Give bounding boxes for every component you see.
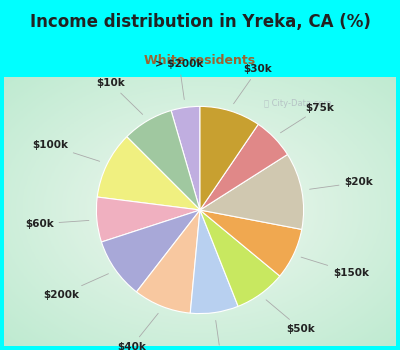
Text: $30k: $30k (234, 64, 272, 104)
Text: $10k: $10k (96, 78, 143, 114)
Wedge shape (190, 210, 238, 314)
Wedge shape (102, 210, 200, 292)
Text: > $200k: > $200k (155, 60, 204, 99)
Wedge shape (200, 124, 288, 210)
Wedge shape (136, 210, 200, 313)
Text: $125k: $125k (203, 321, 239, 350)
Text: ⓘ City-Data.com: ⓘ City-Data.com (264, 99, 332, 108)
Wedge shape (200, 210, 302, 276)
Text: $40k: $40k (117, 313, 158, 350)
Text: $150k: $150k (301, 257, 369, 278)
Wedge shape (200, 210, 280, 306)
Wedge shape (96, 197, 200, 242)
Text: $200k: $200k (44, 274, 108, 300)
Text: $75k: $75k (280, 103, 334, 133)
Wedge shape (127, 111, 200, 210)
Text: $100k: $100k (32, 140, 100, 161)
Wedge shape (171, 106, 200, 210)
Wedge shape (200, 154, 304, 229)
Text: White residents: White residents (144, 54, 256, 66)
Text: $50k: $50k (266, 300, 315, 334)
Wedge shape (200, 106, 258, 210)
Text: $20k: $20k (310, 177, 373, 189)
Text: $60k: $60k (25, 219, 89, 229)
Text: Income distribution in Yreka, CA (%): Income distribution in Yreka, CA (%) (30, 13, 370, 30)
Wedge shape (97, 137, 200, 210)
